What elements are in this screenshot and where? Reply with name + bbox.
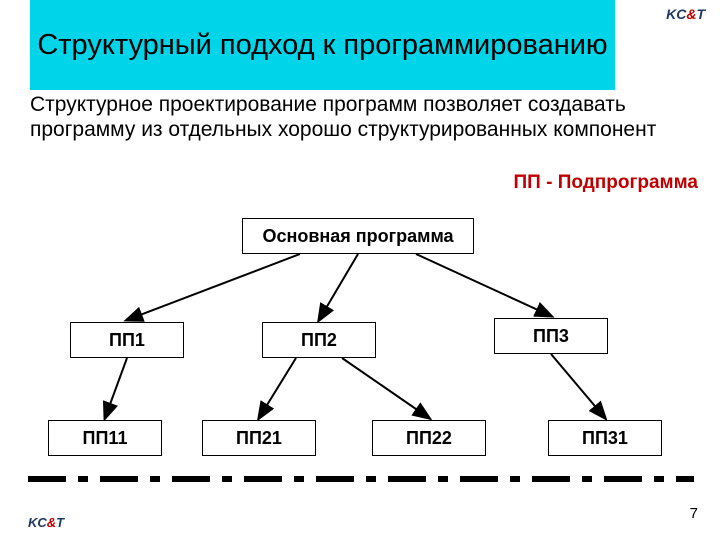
logo-t: T: [56, 515, 64, 530]
logo-kc: KC: [28, 515, 47, 530]
node-root: Основная программа: [242, 218, 474, 254]
bottom-logo: KC&T: [28, 515, 64, 530]
node-pp21: ПП21: [202, 420, 316, 456]
legend-text: ПП - Подпрограмма: [514, 172, 698, 194]
node-pp1: ПП1: [70, 322, 184, 358]
body-text: Структурное проектирование программ позв…: [30, 92, 690, 142]
slide-title: Структурный подход к программированию: [37, 27, 607, 63]
page-number: 7: [690, 505, 698, 522]
logo-amp: &: [686, 6, 696, 22]
node-pp31: ПП31: [548, 420, 662, 456]
logo-kc: KC: [666, 6, 686, 22]
logo-t: T: [696, 6, 705, 22]
dash-divider: [28, 476, 692, 482]
node-pp2: ПП2: [262, 322, 376, 358]
logo-amp: &: [47, 515, 56, 530]
node-pp3: ПП3: [494, 318, 608, 354]
node-pp11: ПП11: [48, 420, 162, 456]
top-logo: KC&T: [666, 6, 705, 22]
title-box: Структурный подход к программированию: [30, 0, 615, 90]
node-pp22: ПП22: [372, 420, 486, 456]
